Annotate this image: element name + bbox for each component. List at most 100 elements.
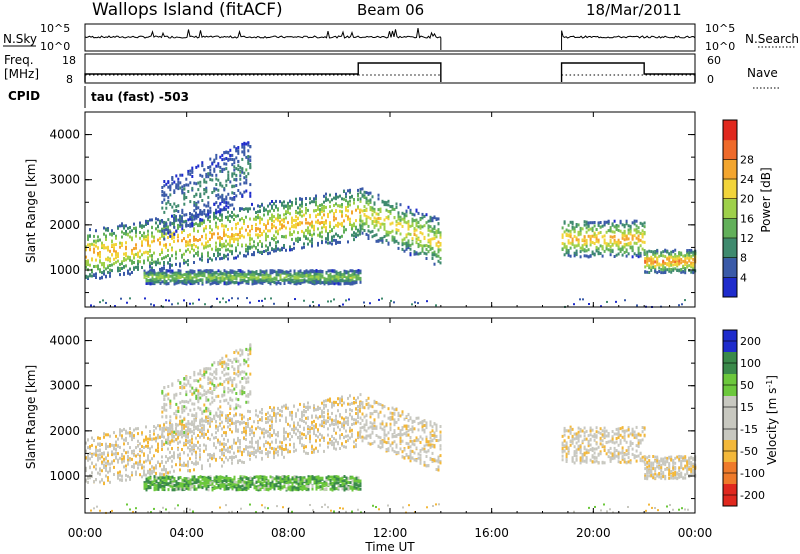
heatmap-cell [579,226,582,230]
heatmap-cell [351,210,353,214]
heatmap-cell [297,236,299,240]
heatmap-cell [95,449,97,453]
heatmap-cell [267,212,269,216]
heatmap-cell [229,273,232,277]
heatmap-cell [423,244,426,248]
heatmap-cell [277,281,280,285]
heatmap-cell [365,209,368,212]
heatmap-cell [243,171,246,175]
heatmap-cell [279,282,282,286]
heatmap-cell [219,456,221,460]
heatmap-cell [185,177,188,181]
heatmap-cell [348,298,350,301]
heatmap-cell [301,214,303,218]
heatmap-cell [219,239,221,243]
heatmap-cell [269,271,272,275]
heatmap-cell [313,419,315,423]
heatmap-cell [87,277,89,280]
heatmap-cell [227,425,229,429]
heatmap-cell [337,195,339,199]
heatmap-cell [123,427,125,431]
heatmap-cell [383,227,386,230]
heatmap-cell [249,236,251,240]
heatmap-cell [637,230,640,234]
heatmap-cell [211,247,213,251]
heatmap-cell [217,204,220,208]
heatmap-cell [149,278,152,282]
heatmap-cell [219,235,221,239]
heatmap-cell [349,278,352,282]
heatmap-cell [149,468,151,472]
heatmap-cell [261,411,263,415]
heatmap-cell [237,168,240,172]
heatmap-cell [147,441,149,444]
heatmap-cell [351,428,353,432]
heatmap-cell [349,282,352,286]
heatmap-cell [167,231,170,235]
heatmap-cell [237,446,239,450]
heatmap-cell [89,476,91,480]
heatmap-cell [585,241,588,245]
heatmap-cell [85,259,87,263]
heatmap-cell [329,241,331,245]
heatmap-cell [343,274,346,278]
heatmap-cell [147,240,149,244]
heatmap-cell [229,240,231,244]
heatmap-cell [433,227,436,231]
heatmap-cell [179,422,181,426]
heatmap-cell [247,409,249,413]
heatmap-cell [323,425,325,429]
heatmap-cell [591,229,594,233]
heatmap-cell [323,415,325,419]
heatmap-cell [435,218,438,221]
heatmap-cell [259,234,261,238]
heatmap-cell [581,238,584,242]
heatmap-cell [225,254,227,258]
heatmap-cell [189,457,191,461]
heatmap-cell [253,275,256,279]
heatmap-cell [621,231,624,235]
heatmap-cell [201,255,203,259]
heatmap-cell [213,187,216,191]
heatmap-cell [173,209,176,213]
heatmap-cell [201,199,204,202]
heatmap-cell [333,282,336,286]
heatmap-cell [107,227,109,231]
heatmap-cell [183,433,185,437]
heatmap-cell [187,435,189,439]
heatmap-cell [357,277,360,281]
heatmap-cell [105,238,107,241]
heatmap-cell [163,279,166,282]
heatmap-cell [277,411,279,415]
heatmap-cell [289,233,291,237]
heatmap-cell [105,228,107,232]
heatmap-cell [241,194,244,198]
heatmap-cell [269,279,272,283]
heatmap-cell [637,226,640,230]
heatmap-cell [151,234,153,238]
heatmap-cell [385,239,388,242]
heatmap-cell [249,440,251,444]
heatmap-cell [567,229,570,233]
heatmap-cell [103,459,105,463]
heatmap-cell [145,235,147,239]
heatmap-cell [187,234,189,238]
heatmap-cell [357,194,359,198]
heatmap-cell [241,270,244,274]
heatmap-cell [335,192,337,196]
heatmap-cell [271,409,273,413]
heatmap-cell [652,252,655,256]
power-colorbar-swatch [723,139,737,160]
heatmap-cell [99,270,101,274]
heatmap-cell [325,419,327,423]
heatmap-cell [143,271,146,275]
heatmap-cell [195,453,197,457]
heatmap-cell [650,261,653,265]
heatmap-cell [654,254,657,258]
heatmap-cell [297,206,299,210]
heatmap-cell [235,233,237,236]
heatmap-cell [333,215,335,219]
heatmap-cell [173,225,176,229]
heatmap-cell [313,408,315,412]
heatmap-cell [311,414,313,418]
